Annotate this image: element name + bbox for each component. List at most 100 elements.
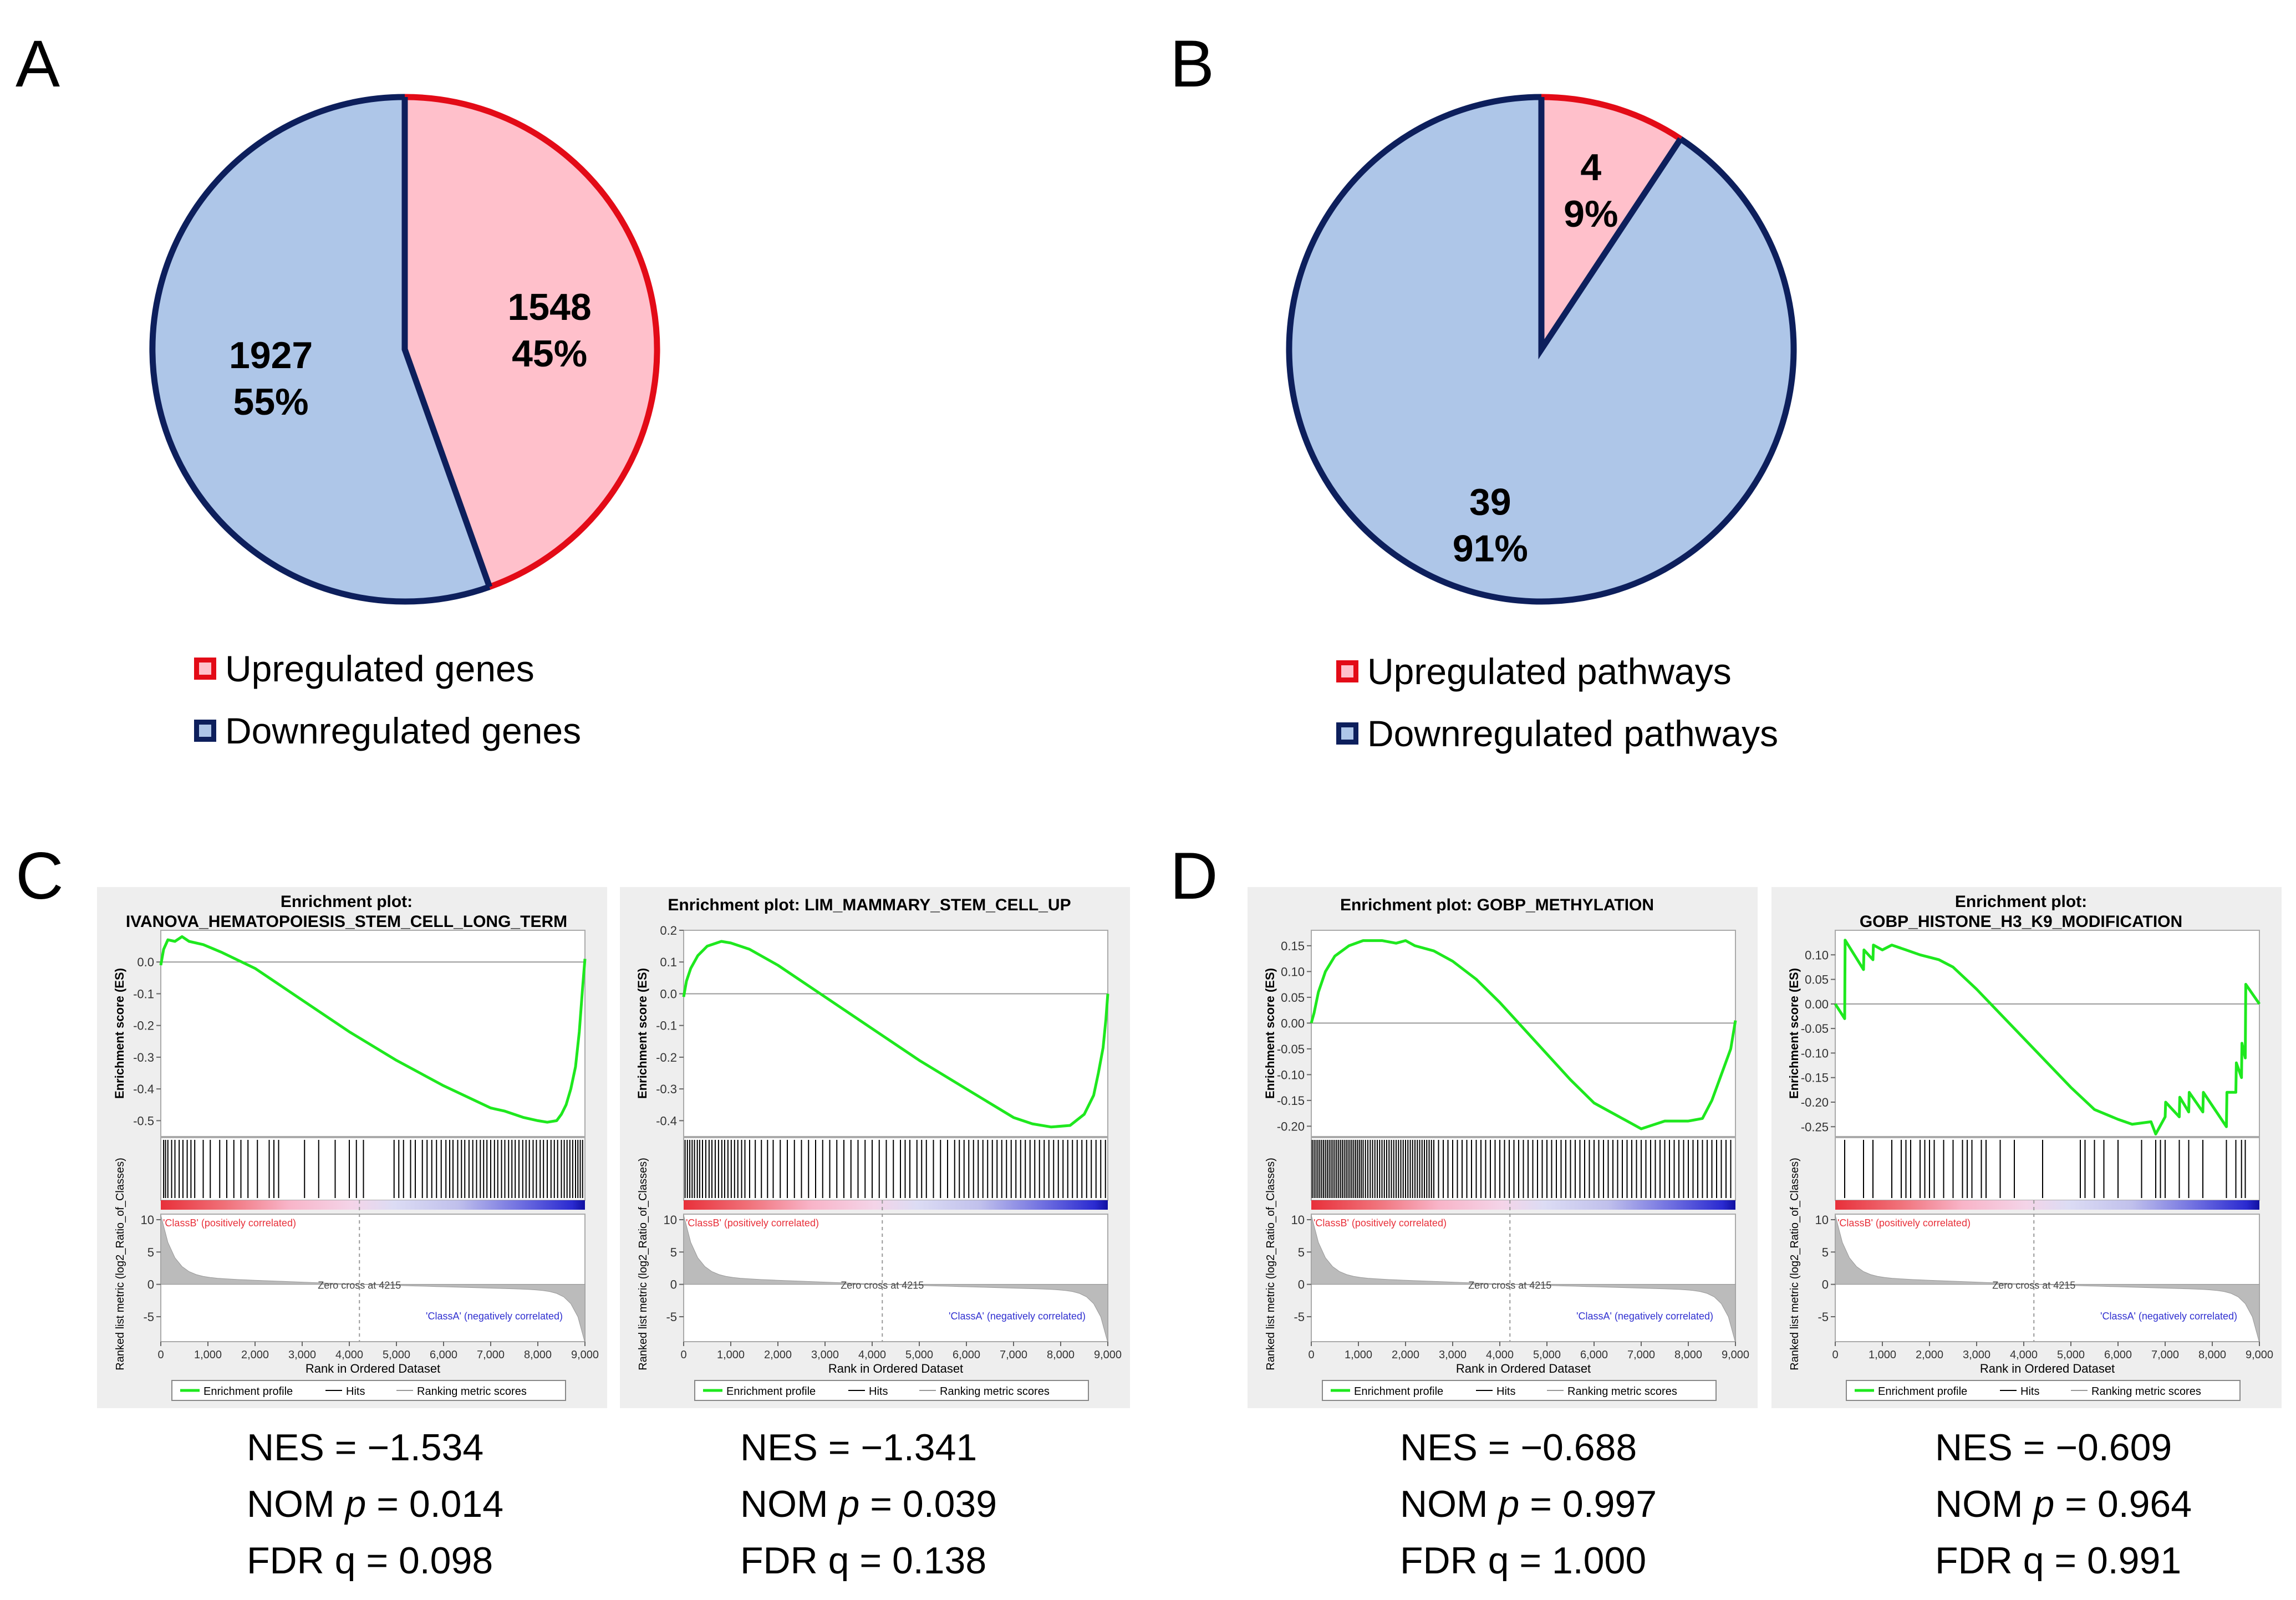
gsea-plot-lim-mammary: Enrichment plot: LIM_MAMMARY_STEM_CELL_U…	[620, 887, 1130, 1408]
legend-label: Downregulated pathways	[1367, 713, 1779, 754]
pie-border-downregulated	[1286, 94, 1797, 605]
legend-ranking-label: Ranking metric scores	[417, 1385, 527, 1398]
xtick-label: 4,000	[2010, 1349, 2038, 1361]
fdr-value: 0.098	[398, 1540, 493, 1582]
metric-ytick-label: 0	[1822, 1278, 1829, 1292]
fdr-line: FDR q = 0.098	[247, 1532, 503, 1589]
metric-ytick-label: 5	[670, 1245, 677, 1259]
legend-ranking-label: Ranking metric scores	[1567, 1385, 1677, 1398]
nes-line: NES = −1.341	[740, 1419, 997, 1476]
pie-count-label-up: 1548	[507, 286, 591, 328]
gsea-title-line2: IVANOVA_HEMATOPOIESIS_STEM_CELL_LONG_TER…	[126, 913, 567, 931]
es-ytick-label: -0.10	[1277, 1068, 1305, 1082]
p-symbol: p	[1498, 1483, 1520, 1525]
ranking-metric-area	[160, 1215, 586, 1343]
nes-line: NES = −0.688	[1400, 1419, 1657, 1476]
p-label: NOM	[1935, 1483, 2034, 1525]
xtick-label: 9,000	[571, 1349, 599, 1361]
p-line: NOM p = 0.039	[740, 1476, 997, 1532]
xtick-label: 5,000	[2057, 1349, 2085, 1361]
es-ytick-label: -0.25	[1801, 1120, 1829, 1134]
xtick-label: 5,000	[1533, 1349, 1561, 1361]
class-a-label: 'ClassA' (negatively correlated)	[2100, 1311, 2237, 1322]
es-ytick-label: -0.1	[656, 1019, 677, 1033]
gsea-title-line1: Enrichment plot:	[281, 893, 413, 911]
p-value: = 0.039	[859, 1483, 997, 1525]
es-ytick-label: -0.20	[1801, 1095, 1829, 1109]
es-ytick-label: -0.2	[656, 1051, 677, 1064]
metric-ytick-label: 5	[1822, 1245, 1829, 1259]
metric-ylabel: Ranked list metric (log2_Ratio_of_Classe…	[1789, 1158, 1801, 1370]
es-ylabel: Enrichment score (ES)	[1263, 968, 1277, 1099]
xtick-label: 4,000	[858, 1349, 886, 1361]
fdr-label: FDR q =	[1400, 1540, 1552, 1582]
xtick-label: 2,000	[241, 1349, 269, 1361]
pie-border-downregulated	[149, 94, 491, 605]
fdr-line: FDR q = 0.138	[740, 1532, 997, 1589]
p-symbol: p	[838, 1483, 860, 1525]
legend-hits-label: Hits	[1496, 1385, 1515, 1398]
gsea-plot-ivanova: Enrichment plot: IVANOVA_HEMATOPOIESIS_ST…	[97, 887, 607, 1408]
gsea-title-line1: Enrichment plot:	[1955, 893, 2087, 911]
xtick-label: 7,000	[1000, 1349, 1027, 1361]
p-value: = 0.964	[2054, 1483, 2192, 1525]
panel-letter-a: A	[16, 27, 60, 101]
xtick-label: 8,000	[1047, 1349, 1075, 1361]
metric-ytick-label: -5	[143, 1310, 154, 1324]
xtick-label: 0	[1832, 1349, 1838, 1361]
gsea-title: Enrichment plot: GOBP_METHYLATION	[1340, 896, 1654, 914]
es-curve	[1834, 939, 2261, 1136]
xtick-label: 9,000	[1722, 1349, 1749, 1361]
nes-line: NES = −1.534	[247, 1419, 503, 1476]
metric-ytick-label: 10	[1291, 1213, 1305, 1227]
es-plot-area	[1311, 930, 1736, 1137]
xtick-label: 7,000	[1627, 1349, 1655, 1361]
es-ytick-label: 0.0	[660, 987, 677, 1001]
metric-ytick-label: -5	[1818, 1310, 1829, 1324]
legend-label: Upregulated genes	[225, 648, 534, 689]
nes-label: NES =	[1400, 1426, 1521, 1469]
p-line: NOM p = 0.997	[1400, 1476, 1657, 1532]
es-ytick-label: 0.10	[1281, 965, 1305, 979]
pie-slice-upregulated	[1541, 97, 1681, 349]
es-ytick-label: -0.10	[1801, 1046, 1829, 1060]
fdr-value: 0.138	[892, 1540, 987, 1582]
gsea-legend: Enrichment profile Hits Ranking metric sco…	[1322, 1380, 1717, 1401]
xtick-label: 1,000	[717, 1349, 745, 1361]
legend-swatch-up	[194, 658, 216, 680]
p-label: NOM	[740, 1483, 839, 1525]
ranking-metric-area	[683, 1215, 1108, 1343]
xtick-label: 0	[680, 1349, 686, 1361]
gsea-plot-gobp-methylation: Enrichment plot: GOBP_METHYLATION 0.15 0.1…	[1248, 887, 1758, 1408]
pie-percent-label-down: 91%	[1453, 527, 1528, 569]
p-symbol: p	[2033, 1483, 2055, 1525]
legend-pathways: Upregulated pathways Downregulated pathw…	[1336, 640, 1778, 765]
es-curve	[1310, 939, 1737, 1130]
xlabel: Rank in Ordered Dataset	[1980, 1362, 2115, 1375]
ranking-color-bar	[684, 1200, 1108, 1210]
legend-ranking-label: Ranking metric scores	[940, 1385, 1050, 1398]
xtick-label: 1,000	[194, 1349, 222, 1361]
xtick-label: 8,000	[2198, 1349, 2226, 1361]
xtick-label: 2,000	[1916, 1349, 1943, 1361]
p-line: NOM p = 0.014	[247, 1476, 503, 1532]
xlabel: Rank in Ordered Dataset	[1456, 1362, 1591, 1375]
fdr-line: FDR q = 1.000	[1400, 1532, 1657, 1589]
hits-area	[160, 1137, 586, 1201]
xtick-label: 6,000	[953, 1349, 980, 1361]
p-label: NOM	[1400, 1483, 1499, 1525]
es-ytick-label: -0.4	[656, 1114, 677, 1128]
class-b-label: 'ClassB' (positively correlated)	[686, 1217, 819, 1229]
es-ytick-label: -0.3	[133, 1051, 154, 1064]
gsea-legend: Enrichment profile Hits Ranking metric sco…	[171, 1380, 566, 1401]
xlabel: Rank in Ordered Dataset	[828, 1362, 963, 1375]
pie-slice-upregulated	[405, 97, 657, 587]
legend-swatch-up	[1336, 660, 1358, 682]
fdr-label: FDR q =	[1935, 1540, 2087, 1582]
es-ylabel: Enrichment score (ES)	[113, 968, 126, 1099]
zero-cross-label: Zero cross at 4215	[1992, 1280, 2075, 1291]
fdr-value: 1.000	[1551, 1540, 1647, 1582]
gsea-legend-box	[1322, 1380, 1717, 1401]
p-label: NOM	[247, 1483, 345, 1525]
